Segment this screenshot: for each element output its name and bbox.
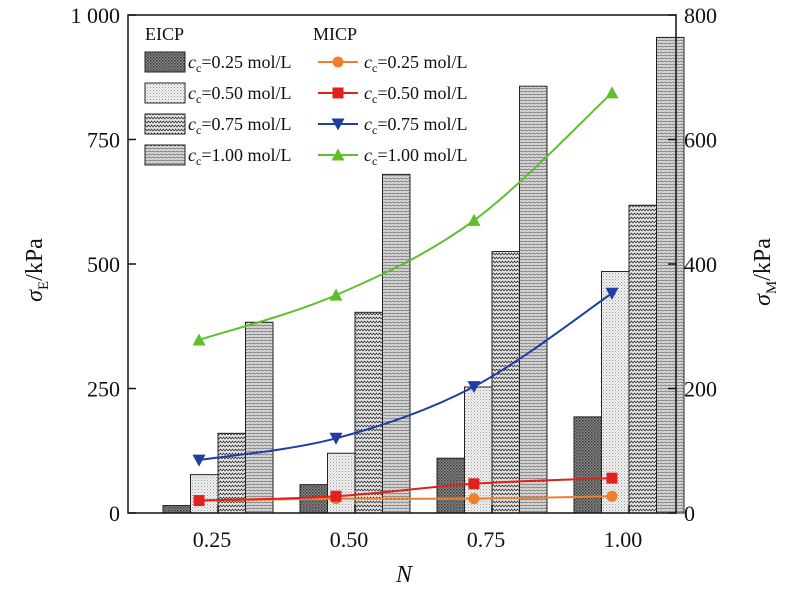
line-point-3-1.00: [605, 287, 619, 300]
bar-fine-1.00: [656, 36, 685, 514]
legend-marker-micp-4: [331, 148, 345, 161]
bar-wave-0.50: [354, 311, 383, 514]
bar-dense-1.00: [573, 416, 602, 514]
x-tick-label: 0.50: [330, 527, 369, 552]
legend-swatch-eicp-2: [144, 82, 186, 104]
legend-swatch-eicp-4: [144, 144, 186, 166]
legend-label-micp-1: cc=0.25 mol/L: [364, 52, 467, 75]
y-left-tick-label: 500: [87, 252, 120, 277]
legend: EICP MICP cc=0.25 mol/L cc=0.50 mol/L cc=0.7…: [144, 24, 467, 168]
line-point-2-0.25: [193, 495, 205, 507]
y-right-tick-label: 600: [684, 128, 717, 153]
bar-fine-0.75: [519, 85, 548, 514]
legend-label-eicp-3: cc=0.75 mol/L: [188, 114, 291, 137]
line-point-3-0.25: [192, 454, 206, 467]
x-axis-title: N: [395, 562, 414, 588]
x-tick-label: 1.00: [604, 527, 643, 552]
bar-fine-0.25: [245, 321, 274, 514]
line-point-2-0.75: [468, 478, 480, 490]
line-point-4-0.50: [329, 288, 343, 301]
y-right-tick-label: 400: [684, 252, 717, 277]
legend-marker-micp-3: [331, 118, 345, 131]
legend-label-micp-4: cc=1.00 mol/L: [364, 145, 467, 168]
bars-layer: [162, 36, 685, 514]
legend-label-eicp-2: cc=0.50 mol/L: [188, 83, 291, 106]
line-series-2: [198, 477, 613, 502]
line-point-1-0.75: [468, 493, 480, 505]
x-tick-label: 0.25: [193, 527, 232, 552]
y-right-tick-label: 800: [684, 3, 717, 28]
line-point-4-0.75: [467, 213, 481, 226]
legend-group-eicp: EICP: [145, 24, 184, 44]
legend-swatch-eicp-1: [144, 51, 186, 73]
bar-wave-0.75: [491, 251, 520, 514]
legend-label-micp-2: cc=0.50 mol/L: [364, 83, 467, 106]
y-right-tick-label: 0: [684, 501, 695, 526]
line-series-3: [198, 292, 613, 462]
line-point-4-1.00: [605, 86, 619, 99]
legend-marker-micp-1: [332, 56, 344, 68]
line-series-4: [198, 92, 613, 341]
y-left-tick-label: 1 000: [71, 3, 121, 28]
line-point-3-0.75: [467, 381, 481, 394]
legend-label-micp-3: cc=0.75 mol/L: [364, 114, 467, 137]
bar-dots-0.50: [327, 452, 356, 514]
bar-dots-1.00: [601, 270, 630, 514]
legend-marker-micp-2: [332, 87, 344, 99]
axes-layer: 0 250 500 750 1 000 0 200 400 600 800 0.25 0.50 0.75…: [22, 3, 780, 588]
y-left-axis-title: σE/kPa: [22, 238, 52, 302]
legend-swatch-eicp-3: [144, 113, 186, 135]
y-left-tick-label: 750: [87, 128, 120, 153]
legend-label-eicp-4: cc=1.00 mol/L: [188, 145, 291, 168]
bar-dense-0.25: [162, 505, 191, 514]
line-point-4-0.25: [192, 333, 206, 346]
y-right-tick-label: 200: [684, 377, 717, 402]
bar-dots-0.25: [190, 474, 219, 514]
legend-group-micp: MICP: [313, 24, 357, 44]
line-point-2-1.00: [606, 472, 618, 484]
y-left-tick-label: 250: [87, 377, 120, 402]
y-right-axis-title: σM/kPa: [750, 238, 780, 306]
bar-fine-0.50: [382, 173, 411, 514]
line-point-3-0.50: [329, 432, 343, 445]
bar-wave-1.00: [628, 204, 657, 514]
lines-layer: [192, 86, 619, 507]
bar-dots-0.75: [464, 386, 493, 514]
x-tick-label: 0.75: [467, 527, 506, 552]
line-point-2-0.50: [330, 490, 342, 502]
y-left-tick-label: 0: [109, 501, 120, 526]
legend-label-eicp-1: cc=0.25 mol/L: [188, 52, 291, 75]
line-point-1-1.00: [606, 490, 618, 502]
